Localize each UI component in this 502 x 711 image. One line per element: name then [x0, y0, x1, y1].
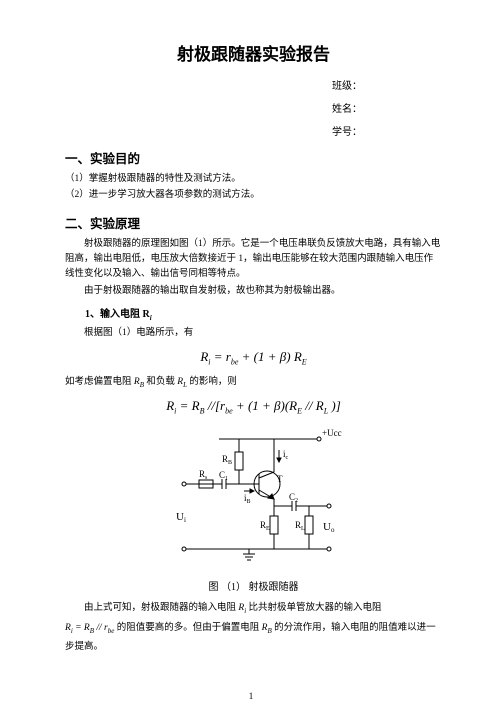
f2-b: = R	[176, 398, 199, 413]
section2-p6: Ri = RB // rbe 的阻值要高的多。但由于偏置电阻 RB 的分流作用，…	[65, 619, 442, 657]
f2-d: + (1 + β)(R	[233, 398, 297, 413]
lbl-ui-s: i	[183, 516, 185, 524]
p6-b: // r	[94, 623, 108, 633]
f2-a: R	[166, 398, 174, 413]
p4-b: 和负载	[144, 377, 177, 387]
p5-a: 由上式可知，射极跟随器的输入电阻	[84, 603, 238, 613]
p5-b: 比共射极单管放大器的输入电阻	[246, 603, 381, 613]
svg-text:ic: ic	[283, 449, 289, 461]
f1-mid2: + (1 + β) R	[238, 349, 301, 364]
lbl-rb-s: B	[228, 460, 232, 466]
svg-text:iB: iB	[244, 493, 251, 505]
p4-a: 如考虑偏置电阻	[65, 377, 134, 387]
lbl-rl-s: L	[301, 526, 305, 532]
page-title: 射极跟随器实验报告	[65, 40, 442, 65]
page-number: 1	[0, 691, 502, 701]
circuit-diagram: +Ucc RB C1 Rs T ic iB C2 RE RL Ui Uo	[65, 424, 442, 572]
lbl-ucc: +Ucc	[322, 428, 342, 438]
sub1-sub: i	[150, 314, 152, 322]
section1-heading: 一、实验目的	[65, 148, 442, 167]
lbl-ib-s: B	[246, 499, 250, 505]
section2-sub1: 1、输入电阻 Ri	[85, 305, 442, 322]
svg-text:Uo: Uo	[323, 521, 335, 534]
info-id: 学号：	[65, 123, 442, 138]
section1-item1: （1）掌握射极跟随器的特性及测试方法。	[65, 172, 442, 186]
section2-p4: 如考虑偏置电阻 RB 和负载 RL 的影响，则	[65, 375, 442, 390]
lbl-t: T	[277, 474, 283, 484]
section2-p1: 射极跟随器的原理图如图（1）所示。它是一个电压串联负反馈放大电路，具有输入电阻高…	[65, 237, 442, 283]
formula2: Ri = RB //[rbe + (1 + β)(RE // RL )]	[65, 398, 442, 416]
f2-c: //[r	[205, 398, 226, 413]
info-class: 班级：	[65, 77, 442, 92]
svg-text:Rs: Rs	[199, 469, 208, 481]
svg-text:C2: C2	[289, 492, 298, 504]
section2-heading: 二、实验原理	[65, 213, 442, 232]
section2-p2: 由于射极跟随器的输出取自发射极，故也称其为射极输出器。	[65, 284, 442, 299]
lbl-uo-s: o	[330, 526, 334, 534]
p6-c: 的阻值要高的多。但由于偏置电阻	[114, 623, 261, 633]
lbl-uo: U	[323, 521, 331, 533]
svg-text:Ui: Ui	[176, 511, 186, 524]
p6-a: = R	[73, 623, 90, 633]
sub1-text: 1、输入电阻 R	[85, 309, 150, 320]
f1-s3: E	[302, 358, 307, 367]
info-name: 姓名：	[65, 100, 442, 115]
lbl-ic-s: c	[285, 455, 288, 461]
svg-text:RB: RB	[222, 454, 232, 466]
f2-e: // R	[302, 398, 324, 413]
lbl-c2-s: 2	[295, 498, 298, 504]
figure-caption: 图 （1） 射极跟随器	[65, 578, 442, 593]
lbl-re-s: E	[266, 526, 270, 532]
section2-p3: 根据图（1）电路所示，有	[65, 326, 442, 341]
f1-mid: = r	[211, 349, 231, 364]
p4-c: 的影响，则	[187, 377, 237, 387]
svg-text:RL: RL	[295, 520, 305, 532]
svg-text:T: T	[277, 474, 283, 484]
svg-text:RE: RE	[260, 520, 270, 532]
section1-item2: （2）进一步学习放大器各项参数的测试方法。	[65, 188, 442, 202]
svg-text:C1: C1	[219, 470, 228, 482]
formula1: Ri = rbe + (1 + β) RE	[65, 349, 442, 367]
f2-f: )]	[328, 398, 341, 413]
lbl-ui: U	[176, 511, 184, 523]
section2-p5: 由上式可知，射极跟随器的输入电阻 Ri 比共射极单管放大器的输入电阻	[65, 601, 442, 617]
circuit-svg: +Ucc RB C1 Rs T ic iB C2 RE RL Ui Uo	[164, 424, 344, 569]
lbl-c1-s: 1	[225, 476, 228, 482]
f2-s3: be	[225, 407, 233, 416]
